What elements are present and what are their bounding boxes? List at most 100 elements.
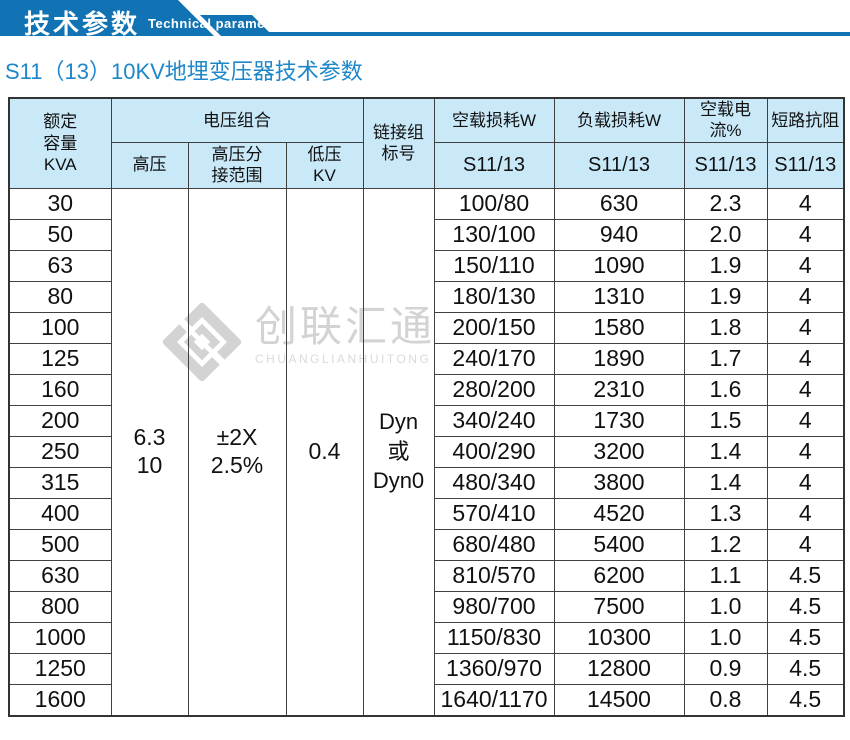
no-load-loss-cell: 280/200	[433, 373, 555, 406]
no-load-loss-cell: 180/130	[433, 280, 555, 313]
load-loss-cell: 1090	[553, 249, 685, 282]
no-load-current-cell: 1.0	[683, 590, 768, 623]
header-no-load-current: 空载电流%	[683, 97, 768, 143]
header-hv-tap-line: 接范围	[211, 166, 263, 185]
load-loss-cell: 940	[553, 218, 685, 251]
no-load-current-cell: 1.3	[683, 497, 768, 530]
load-loss-cell: 5400	[553, 528, 685, 561]
load-loss-cell: 4520	[553, 497, 685, 530]
no-load-current-cell: 1.9	[683, 249, 768, 282]
header-capacity-line: KVA	[43, 154, 77, 174]
load-loss-cell: 7500	[553, 590, 685, 623]
table-row: 1000 1150/830 10300 1.0 4.5	[8, 621, 845, 654]
impedance-cell: 4	[766, 528, 845, 561]
header-impedance: 短路抗阻	[766, 97, 845, 143]
table-row: 800 980/700 7500 1.0 4.5	[8, 590, 845, 623]
load-loss-cell: 14500	[553, 683, 685, 717]
load-loss-cell: 6200	[553, 559, 685, 592]
impedance-cell: 4	[766, 187, 845, 220]
table-row: 1600 1640/1170 14500 0.8 4.5	[8, 683, 845, 717]
header-lv-line: KV	[313, 166, 336, 185]
banner-ribbon-shape	[0, 0, 850, 36]
kva-cell: 125	[8, 342, 112, 375]
impedance-cell: 4.5	[766, 559, 845, 592]
table-body: 30 6.3 10 ±2X 2.5% 0.4 Dyn 或 Dyn0 100/80 630 2.3 4 50…	[8, 187, 845, 717]
impedance-cell: 4	[766, 466, 845, 499]
kva-cell: 800	[8, 590, 112, 623]
header-no-load-loss: 空载损耗W	[433, 97, 555, 143]
header-model-load-loss: S11/13	[553, 141, 685, 189]
header-capacity-line: 额定	[43, 112, 78, 132]
load-loss-cell: 1580	[553, 311, 685, 344]
header-link-group: 链接组 标号	[362, 97, 435, 189]
impedance-cell: 4.5	[766, 590, 845, 623]
no-load-current-cell: 1.2	[683, 528, 768, 561]
header-hv-tap-line: 高压分	[211, 144, 263, 164]
banner-subtitle: Technical parameter	[148, 16, 283, 31]
no-load-current-cell: 1.9	[683, 280, 768, 313]
no-load-current-cell: 0.9	[683, 652, 768, 685]
no-load-loss-cell: 1150/830	[433, 621, 555, 654]
table-row: 63 150/110 1090 1.9 4	[8, 249, 845, 282]
table-row: 50 130/100 940 2.0 4	[8, 218, 845, 251]
kva-cell: 50	[8, 218, 112, 251]
no-load-loss-cell: 150/110	[433, 249, 555, 282]
header-capacity-line: 容量	[43, 133, 78, 153]
kva-cell: 200	[8, 404, 112, 437]
no-load-loss-cell: 400/290	[433, 435, 555, 468]
impedance-cell: 4.5	[766, 621, 845, 654]
no-load-loss-cell: 240/170	[433, 342, 555, 375]
no-load-loss-cell: 680/480	[433, 528, 555, 561]
load-loss-cell: 1890	[553, 342, 685, 375]
load-loss-cell: 3800	[553, 466, 685, 499]
impedance-cell: 4	[766, 280, 845, 313]
hv-value-cell: 6.3 10	[110, 187, 189, 717]
impedance-cell: 4	[766, 311, 845, 344]
no-load-current-cell: 2.3	[683, 187, 768, 220]
kva-cell: 500	[8, 528, 112, 561]
load-loss-cell: 2310	[553, 373, 685, 406]
load-loss-cell: 630	[553, 187, 685, 220]
parameters-table: 额定 容量 KVA 电压组合 链接组 标号 空载损耗W 负载损耗W 空载电流% …	[8, 97, 845, 717]
table-row: 160 280/200 2310 1.6 4	[8, 373, 845, 406]
banner: 技术参数 Technical parameter	[0, 0, 850, 40]
impedance-cell: 4	[766, 435, 845, 468]
table-row: 200 340/240 1730 1.5 4	[8, 404, 845, 437]
kva-cell: 160	[8, 373, 112, 406]
no-load-current-cell: 1.0	[683, 621, 768, 654]
impedance-cell: 4.5	[766, 652, 845, 685]
impedance-cell: 4	[766, 404, 845, 437]
no-load-loss-cell: 980/700	[433, 590, 555, 623]
no-load-current-cell: 1.1	[683, 559, 768, 592]
kva-cell: 400	[8, 497, 112, 530]
header-row-1: 额定 容量 KVA 电压组合 链接组 标号 空载损耗W 负载损耗W 空载电流% …	[8, 97, 845, 189]
no-load-current-cell: 1.5	[683, 404, 768, 437]
lv-value-cell: 0.4	[285, 187, 364, 717]
impedance-cell: 4	[766, 249, 845, 282]
header-lv: 低压 KV	[285, 141, 364, 189]
hv-tap-value-cell: ±2X 2.5%	[187, 187, 287, 717]
kva-cell: 250	[8, 435, 112, 468]
no-load-loss-cell: 1640/1170	[433, 683, 555, 717]
load-loss-cell: 12800	[553, 652, 685, 685]
kva-cell: 80	[8, 280, 112, 313]
table-row: 500 680/480 5400 1.2 4	[8, 528, 845, 561]
kva-cell: 630	[8, 559, 112, 592]
header-model-no-load-current: S11/13	[683, 141, 768, 189]
table-row: 1250 1360/970 12800 0.9 4.5	[8, 652, 845, 685]
no-load-loss-cell: 480/340	[433, 466, 555, 499]
kva-cell: 100	[8, 311, 112, 344]
no-load-current-cell: 1.4	[683, 466, 768, 499]
no-load-loss-cell: 340/240	[433, 404, 555, 437]
no-load-loss-cell: 130/100	[433, 218, 555, 251]
header-link-group-line: 链接组	[373, 123, 424, 142]
no-load-loss-cell: 100/80	[433, 187, 555, 220]
page-title: S11（13）10KV地埋变压器技术参数	[5, 59, 363, 84]
no-load-current-cell: 1.6	[683, 373, 768, 406]
kva-cell: 63	[8, 249, 112, 282]
table-row: 125 240/170 1890 1.7 4	[8, 342, 845, 375]
impedance-cell: 4	[766, 497, 845, 530]
no-load-current-cell: 1.7	[683, 342, 768, 375]
impedance-cell: 4	[766, 342, 845, 375]
